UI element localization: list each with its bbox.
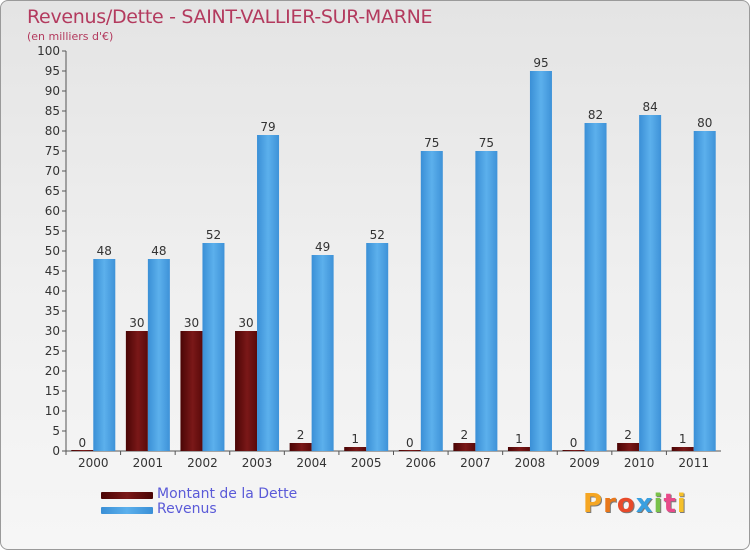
bar-revenue [475, 151, 498, 451]
x-tick-label: 2005 [351, 456, 382, 470]
x-tick-label: 2011 [678, 456, 709, 470]
legend-label-debt: Montant de la Dette [157, 486, 298, 502]
data-label-revenue: 49 [315, 240, 330, 254]
data-label-revenue: 75 [424, 136, 439, 150]
data-label-debt: 0 [406, 436, 414, 450]
y-tick-label: 60 [45, 204, 60, 218]
bar-revenue [420, 151, 443, 451]
bar-revenue [93, 259, 116, 451]
bar-debt [289, 443, 312, 451]
data-label-debt: 0 [570, 436, 578, 450]
x-tick-label: 2002 [187, 456, 218, 470]
x-tick-label: 2000 [78, 456, 109, 470]
data-label-debt: 30 [238, 316, 253, 330]
bar-debt [617, 443, 640, 451]
data-label-revenue: 52 [370, 228, 385, 242]
chart-subtitle: (en milliers d'€) [27, 30, 114, 43]
x-tick-label: 2003 [242, 456, 273, 470]
data-label-debt: 2 [461, 428, 469, 442]
y-tick-label: 70 [45, 164, 60, 178]
x-tick-label: 2006 [406, 456, 437, 470]
bar-revenue [584, 123, 607, 451]
y-tick-label: 65 [45, 184, 60, 198]
bar-debt [235, 331, 258, 451]
bar-revenue [202, 243, 225, 451]
data-label-revenue: 75 [479, 136, 494, 150]
legend-swatch-revenue [101, 507, 153, 514]
bar-debt [671, 447, 694, 451]
bar-revenue [639, 115, 662, 451]
bar-revenue [529, 71, 552, 451]
y-tick-label: 50 [45, 244, 60, 258]
bar-debt [453, 443, 476, 451]
y-tick-label: 15 [45, 384, 60, 398]
x-tick-label: 2004 [296, 456, 327, 470]
x-tick-label: 2001 [133, 456, 164, 470]
proxiti-logo: Proxiti [583, 489, 687, 519]
bar-debt [507, 447, 530, 451]
data-label-revenue: 48 [97, 244, 112, 258]
y-tick-label: 35 [45, 304, 60, 318]
y-tick-label: 30 [45, 324, 60, 338]
data-label-debt: 30 [129, 316, 144, 330]
chart-title: Revenus/Dette - SAINT-VALLIER-SUR-MARNE [27, 6, 433, 28]
bar-debt [562, 450, 585, 451]
data-label-revenue: 79 [260, 120, 275, 134]
data-label-revenue: 52 [206, 228, 221, 242]
y-tick-label: 0 [52, 444, 60, 458]
bar-debt [344, 447, 367, 451]
bar-revenue [366, 243, 389, 451]
y-tick-label: 100 [37, 44, 60, 58]
data-label-debt: 30 [184, 316, 199, 330]
y-tick-label: 55 [45, 224, 60, 238]
x-tick-label: 2010 [624, 456, 655, 470]
y-tick-label: 95 [45, 64, 60, 78]
data-label-debt: 0 [78, 436, 86, 450]
data-label-revenue: 95 [533, 56, 548, 70]
x-tick-label: 2008 [515, 456, 546, 470]
data-label-revenue: 48 [151, 244, 166, 258]
y-tick-label: 80 [45, 124, 60, 138]
data-label-debt: 2 [624, 428, 632, 442]
bar-revenue [147, 259, 170, 451]
y-tick-label: 25 [45, 344, 60, 358]
bar-revenue [693, 131, 716, 451]
x-tick-label: 2007 [460, 456, 491, 470]
data-label-revenue: 80 [697, 116, 712, 130]
data-label-revenue: 82 [588, 108, 603, 122]
data-label-debt: 2 [297, 428, 305, 442]
bar-revenue [311, 255, 334, 451]
data-label-debt: 1 [515, 432, 523, 446]
y-tick-label: 20 [45, 364, 60, 378]
x-tick-label: 2009 [569, 456, 600, 470]
bar-debt [125, 331, 148, 451]
bar-revenue [257, 135, 280, 451]
y-tick-label: 5 [52, 424, 60, 438]
data-label-debt: 1 [679, 432, 687, 446]
y-tick-label: 45 [45, 264, 60, 278]
y-tick-label: 75 [45, 144, 60, 158]
data-label-debt: 1 [351, 432, 359, 446]
y-tick-label: 85 [45, 104, 60, 118]
legend-swatch-debt [101, 492, 153, 499]
bar-debt [71, 450, 94, 451]
legend-label-revenue: Revenus [157, 501, 217, 517]
data-label-revenue: 84 [642, 100, 657, 114]
y-tick-label: 90 [45, 84, 60, 98]
y-tick-label: 40 [45, 284, 60, 298]
bar-debt [398, 450, 421, 451]
y-tick-label: 10 [45, 404, 60, 418]
bar-debt [180, 331, 203, 451]
